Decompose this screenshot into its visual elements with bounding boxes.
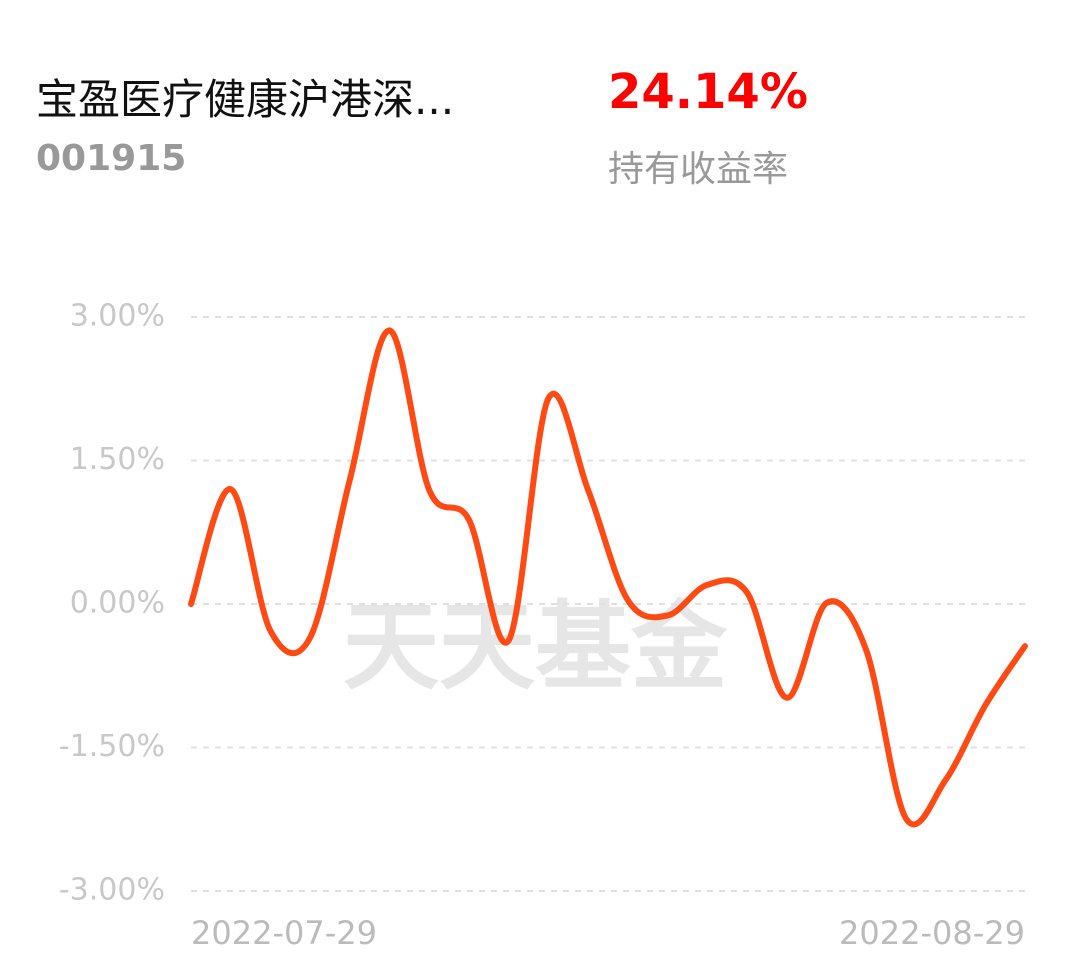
- line: [188, 327, 1028, 828]
- y-tick-label: -3.00%: [59, 873, 165, 908]
- y-tick-label: -1.50%: [59, 729, 165, 764]
- fund-name[interactable]: 宝盈医疗健康沪港深...: [36, 75, 455, 124]
- holding-return: 24.14%: [608, 64, 808, 120]
- x-tick-label: 2022-07-29: [191, 914, 377, 952]
- fund-code: 001915: [36, 138, 187, 179]
- x-tick-label: 2022-08-29: [839, 914, 1025, 952]
- watermark: 天天基金: [343, 590, 728, 703]
- holding-return-label: 持有收益率: [608, 149, 789, 190]
- y-tick-label: 0.00%: [70, 586, 165, 621]
- y-tick-label: 1.50%: [70, 442, 165, 477]
- y-tick-label: 3.00%: [70, 299, 165, 334]
